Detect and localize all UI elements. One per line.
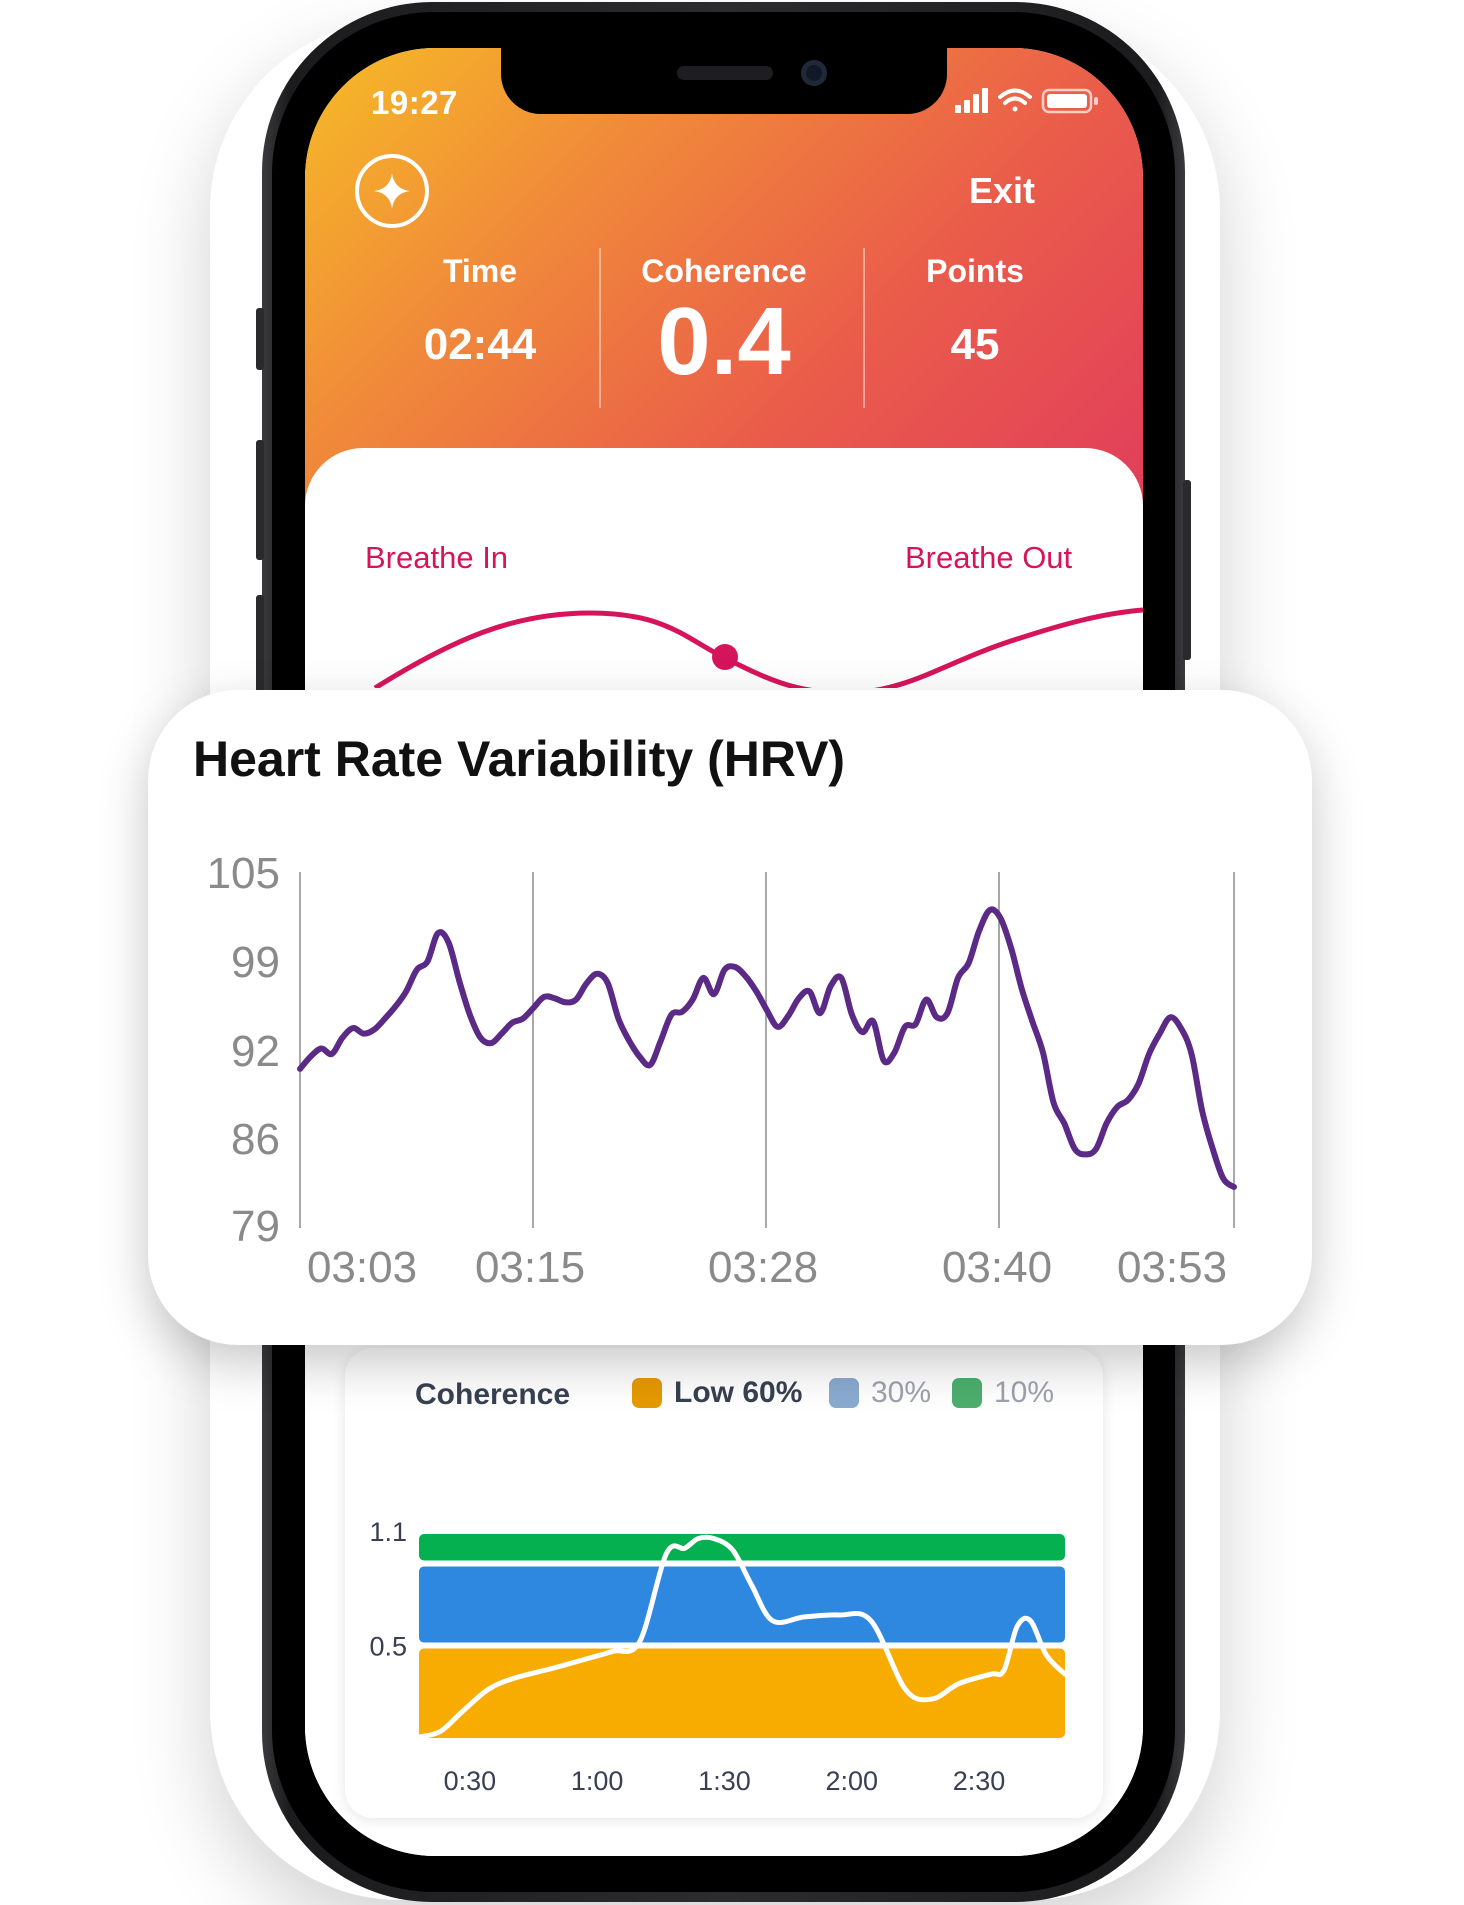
stat-time-label: Time xyxy=(442,253,518,289)
coherence-chart-title: Coherence xyxy=(415,1378,571,1411)
sparkle-icon xyxy=(374,173,410,209)
hrv-chart-title: Heart Rate Variability (HRV) xyxy=(193,731,846,787)
legend-label-mid: 30% xyxy=(871,1376,932,1409)
stat-time: Time 02:44 xyxy=(365,253,595,370)
coherence-band-mid xyxy=(419,1566,1065,1643)
coherence-x-tick-label: 1:00 xyxy=(571,1766,624,1796)
coherence-x-tick-label: 1:30 xyxy=(698,1766,751,1796)
status-icons xyxy=(955,88,1098,114)
legend-swatch-low xyxy=(632,1378,662,1408)
volume-up-button xyxy=(256,440,264,560)
legend-swatch-mid xyxy=(829,1378,859,1408)
stat-time-value: 02:44 xyxy=(423,320,537,369)
hrv-chart-card: Heart Rate Variability (HRV) 105 99 92 86 79… xyxy=(148,690,1312,1345)
battery-icon xyxy=(1041,88,1098,114)
mute-switch xyxy=(256,308,264,370)
hrv-series-line xyxy=(297,906,1237,1190)
legend-item-mid: 30% xyxy=(829,1376,931,1410)
front-camera xyxy=(801,60,827,86)
stat-points-label: Points xyxy=(926,253,1024,289)
breathing-curve xyxy=(373,607,1143,688)
wifi-icon xyxy=(998,88,1032,112)
hrv-y-tick-label: 86 xyxy=(231,1115,280,1164)
stat-divider xyxy=(599,248,601,408)
hrv-y-tick-label: 99 xyxy=(231,938,280,987)
breathe-in-label: Breathe In xyxy=(365,540,509,575)
hrv-x-tick-label: 03:53 xyxy=(1117,1243,1227,1292)
stat-coherence-label: Coherence xyxy=(641,253,807,289)
hrv-x-tick-label: 03:40 xyxy=(942,1243,1052,1292)
legend-label-high: 10% xyxy=(994,1376,1055,1409)
power-button xyxy=(1183,480,1191,660)
coherence-chart: 1.1 0.5 0:30 1:00 1:30 2:00 2:30 xyxy=(369,1517,1068,1796)
legend-label-low: Low 60% xyxy=(674,1376,803,1409)
volume-down-button xyxy=(256,595,264,715)
coherence-band-low xyxy=(419,1648,1065,1738)
coherence-x-tick-label: 0:30 xyxy=(444,1766,497,1796)
hrv-y-tick-label: 92 xyxy=(231,1027,280,1076)
hrv-y-tick-label: 79 xyxy=(231,1202,280,1251)
hrv-x-tick-label: 03:28 xyxy=(708,1243,818,1292)
legend-item-high: 10% xyxy=(952,1376,1054,1410)
hrv-x-tick-label: 03:15 xyxy=(475,1243,585,1292)
coherence-x-tick-label: 2:30 xyxy=(953,1766,1006,1796)
breathe-out-label: Breathe Out xyxy=(905,540,1073,575)
hrv-chart: 105 99 92 86 79 03:03 03:15 03:28 03:40 03:53 xyxy=(207,849,1237,1292)
stat-points-value: 45 xyxy=(950,320,1000,369)
notch xyxy=(501,48,947,114)
legend-swatch-high xyxy=(952,1378,982,1408)
coherence-y-tick-label: 0.5 xyxy=(369,1632,407,1662)
breathing-marker xyxy=(712,644,738,670)
exit-button[interactable]: Exit xyxy=(968,170,1035,211)
coherence-y-tick-label: 1.1 xyxy=(369,1517,407,1547)
status-time: 19:27 xyxy=(371,84,458,121)
coherence-chart-card: Coherence Low 60% 30% 10% 1.1 0.5 0:30 1:00… xyxy=(345,1348,1103,1818)
sparkle-button[interactable] xyxy=(355,154,429,228)
coherence-x-tick-label: 2:00 xyxy=(825,1766,878,1796)
stat-divider xyxy=(863,248,865,408)
signal-icon xyxy=(955,88,988,113)
stat-points: Points 45 xyxy=(860,253,1090,370)
speaker xyxy=(677,66,773,80)
legend-item-low: Low 60% xyxy=(632,1376,802,1410)
hrv-x-tick-label: 03:03 xyxy=(307,1243,417,1292)
stat-coherence-value: 0.4 xyxy=(657,288,791,395)
stat-coherence: Coherence 0.4 xyxy=(609,253,839,392)
coherence-band-high xyxy=(419,1534,1065,1561)
breathing-wave xyxy=(373,607,1143,688)
hrv-y-tick-label: 105 xyxy=(207,849,280,898)
coherence-series-line xyxy=(416,1534,1068,1740)
